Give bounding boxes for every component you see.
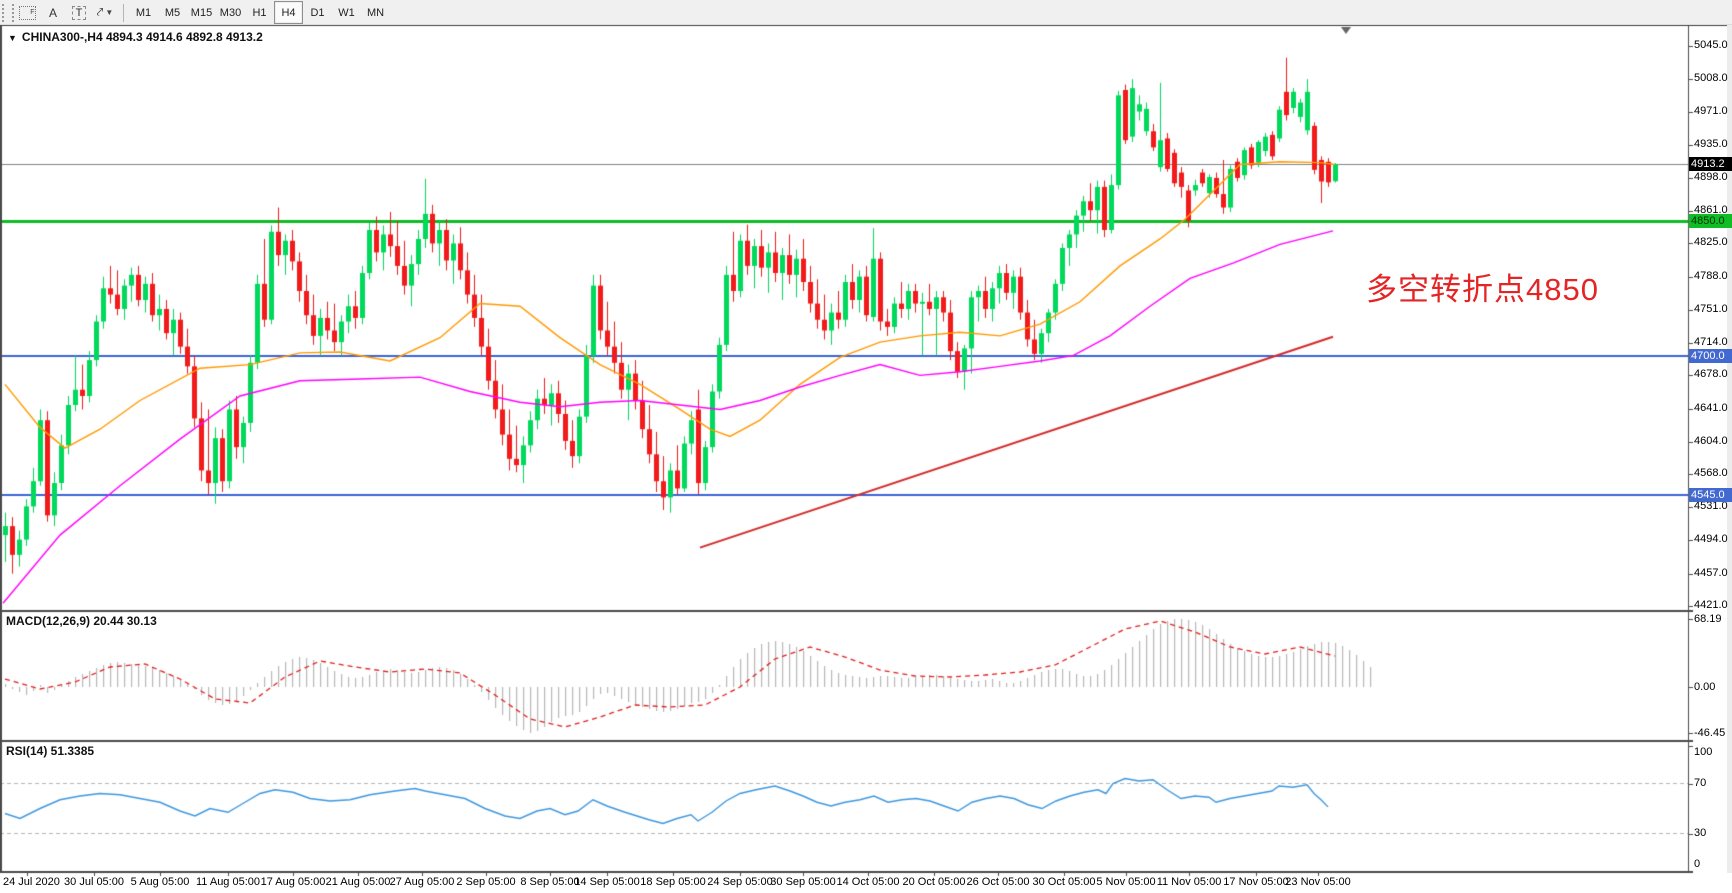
- indicator-scale-label: 70: [1694, 776, 1707, 789]
- time-axis-label: 2 Sep 05:00: [456, 876, 516, 888]
- price-tick-label: 4898.0: [1694, 170, 1728, 183]
- time-axis-label: 21 Aug 05:00: [325, 876, 391, 888]
- time-axis-label: 11 Aug 05:00: [195, 876, 261, 888]
- price-tick-label: 4421.0: [1694, 599, 1728, 611]
- price-tick-label: 4678.0: [1694, 368, 1728, 381]
- time-axis-label: 17 Aug 05:00: [260, 876, 326, 888]
- indicator-scale-label: -46.45: [1694, 727, 1726, 740]
- time-axis-label: 8 Sep 05:00: [520, 876, 580, 888]
- time-axis-label: 26 Oct 05:00: [966, 876, 1030, 888]
- indicator-scale-label: 0.00: [1694, 681, 1716, 693]
- time-axis-label: 20 Oct 05:00: [902, 876, 966, 888]
- time-axis-label: 17 Nov 05:00: [1223, 876, 1289, 888]
- time-axis-label: 11 Nov 05:00: [1156, 876, 1222, 888]
- price-tick-label: 4935.0: [1694, 137, 1728, 150]
- level-price-tag: 4850.0: [1689, 214, 1732, 228]
- axis-scrollbar-strip[interactable]: [1727, 25, 1732, 873]
- indicator-scale-label: 0: [1694, 858, 1701, 870]
- symbol-dropdown-icon[interactable]: ▼: [8, 33, 17, 43]
- time-axis-label: 30 Jul 05:00: [64, 876, 124, 888]
- time-axis-label: 27 Aug 05:00: [389, 876, 455, 888]
- symbol-ohlc-text: CHINA300-,H4 4894.3 4914.6 4892.8 4913.2: [21, 30, 263, 44]
- price-tick-label: 5008.0: [1694, 72, 1728, 85]
- indicator-scale-label: 30: [1694, 826, 1707, 839]
- price-tick-label: 4825.0: [1694, 236, 1728, 249]
- indicator-scale-label: 68.19: [1694, 612, 1722, 625]
- time-axis-label: 5 Nov 05:00: [1096, 876, 1156, 888]
- time-axis-label: 14 Sep 05:00: [574, 876, 640, 888]
- time-axis-label: 30 Sep 05:00: [770, 876, 836, 888]
- time-axis-label: 23 Nov 05:00: [1285, 876, 1351, 888]
- rsi-indicator-label: RSI(14) 51.3385: [6, 744, 95, 758]
- time-axis-label: 24 Jul 2020: [3, 876, 60, 888]
- level-price-tag: 4545.0: [1689, 487, 1732, 502]
- time-axis-label: 18 Sep 05:00: [640, 876, 706, 888]
- price-tick-label: 4751.0: [1694, 302, 1728, 315]
- time-axis-label: 5 Aug 05:00: [130, 876, 190, 888]
- time-axis-label: 24 Sep 05:00: [707, 876, 773, 888]
- price-tick-label: 4641.0: [1694, 401, 1728, 414]
- current-price-tag: 4913.2: [1689, 157, 1732, 172]
- price-tick-label: 4714.0: [1694, 336, 1728, 349]
- price-tick-label: 4604.0: [1694, 434, 1728, 447]
- price-tick-label: 4494.0: [1694, 533, 1728, 546]
- price-tick-label: 5045.0: [1694, 39, 1728, 51]
- price-tick-label: 4861.0: [1694, 204, 1728, 217]
- price-tick-label: 4531.0: [1694, 500, 1728, 513]
- level-price-tag: 4700.0: [1689, 348, 1732, 363]
- price-tick-label: 4971.0: [1694, 105, 1728, 118]
- chart-annotation-text[interactable]: 多空转折点4850: [1366, 272, 1599, 307]
- macd-indicator-label: MACD(12,26,9) 20.44 30.13: [6, 614, 157, 628]
- time-axis-label: 14 Oct 05:00: [836, 876, 900, 888]
- indicator-scale-label: 100: [1694, 746, 1713, 758]
- price-tick-label: 4457.0: [1694, 566, 1728, 579]
- chart-symbol-header[interactable]: ▼ CHINA300-,H4 4894.3 4914.6 4892.8 4913.…: [8, 30, 263, 44]
- price-tick-label: 4788.0: [1694, 269, 1728, 282]
- time-axis-label: 30 Oct 05:00: [1032, 876, 1096, 888]
- price-tick-label: 4568.0: [1694, 467, 1728, 480]
